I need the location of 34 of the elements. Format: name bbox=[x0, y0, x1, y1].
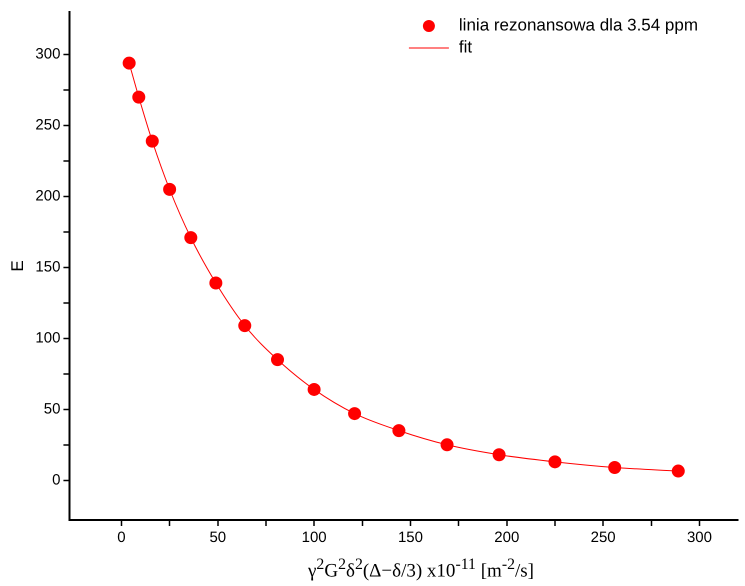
point bbox=[122, 56, 136, 70]
y-axis-title: E bbox=[8, 260, 27, 272]
point bbox=[308, 382, 321, 396]
x-tick-label: 300 bbox=[686, 529, 712, 546]
y-tick-label: 300 bbox=[35, 46, 60, 63]
y-tick-label: 150 bbox=[35, 258, 60, 276]
text: γ$^{2}$G$^{2}$δ$^{2}$(Δ−δ/3) x10$^{-11}$ [m$^{-2}$/s] bbox=[308, 556, 534, 582]
x-tick-label: 250 bbox=[590, 529, 616, 546]
point bbox=[608, 460, 622, 474]
y-tick-label: 100 bbox=[35, 330, 60, 347]
point bbox=[238, 319, 252, 332]
point bbox=[392, 424, 406, 438]
point bbox=[184, 231, 198, 244]
point bbox=[492, 448, 506, 462]
point bbox=[132, 90, 146, 104]
x-tick-label: 200 bbox=[494, 529, 520, 546]
x-tick-label: 150 bbox=[398, 529, 423, 546]
point bbox=[271, 353, 284, 366]
y-tick-label: 250 bbox=[35, 116, 60, 134]
legend-label: linia rezonansowa dla 3.54 ppm bbox=[458, 16, 698, 35]
point bbox=[163, 182, 176, 196]
x-tick-label: 50 bbox=[209, 529, 226, 546]
point bbox=[672, 464, 685, 478]
y-tick-label: 200 bbox=[35, 188, 60, 205]
y-tick-label: 0 bbox=[52, 471, 60, 488]
y-tick-label: 50 bbox=[44, 400, 60, 418]
x-tick-label: 0 bbox=[117, 529, 126, 546]
legend-label: fit bbox=[458, 38, 472, 57]
point bbox=[440, 438, 454, 452]
x-tick-label: 100 bbox=[302, 529, 327, 546]
point bbox=[209, 276, 222, 290]
point bbox=[548, 455, 562, 468]
point bbox=[348, 407, 362, 420]
point bbox=[146, 134, 159, 148]
